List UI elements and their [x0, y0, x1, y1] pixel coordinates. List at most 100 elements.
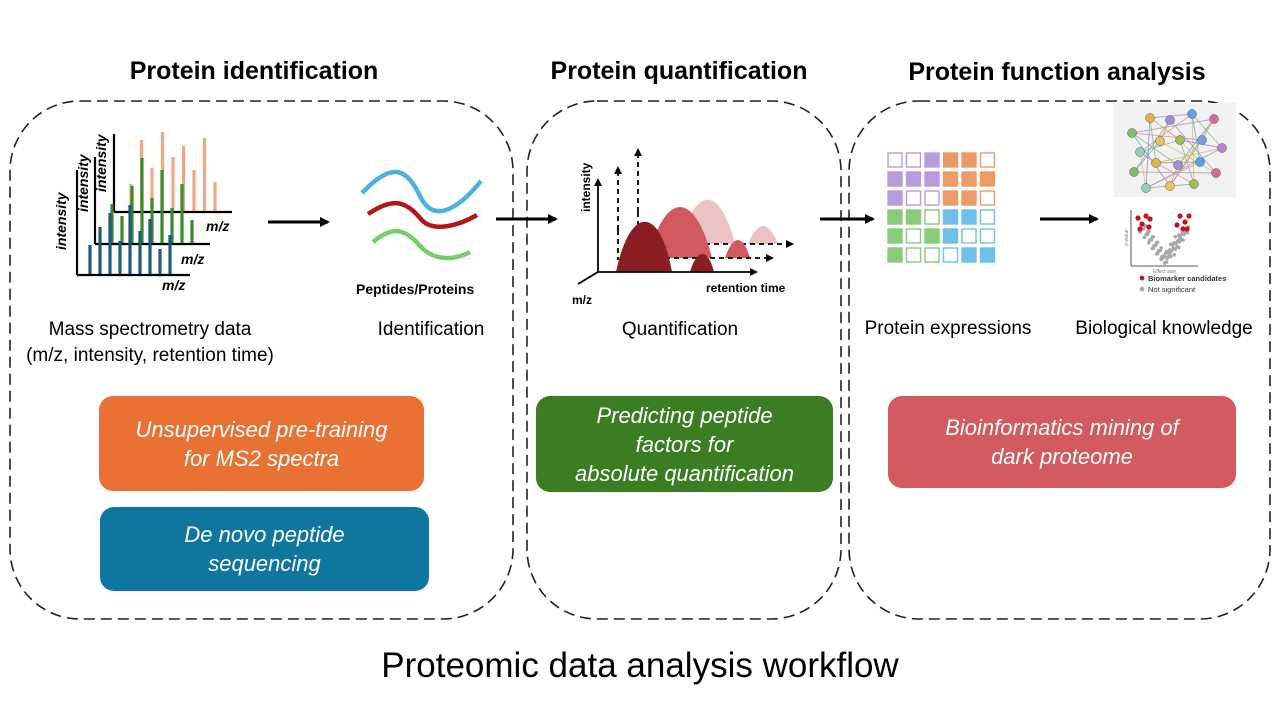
- task-line: factors for: [635, 431, 734, 457]
- stage-title-function: Protein function analysis: [908, 58, 1206, 86]
- protein-expression-grid: [887, 152, 996, 263]
- network-edge: [1145, 147, 1223, 189]
- ms-axis-label-mz-front: m/z: [162, 277, 185, 293]
- peak-mid-small: [725, 240, 750, 258]
- volcano-point-biomarker: [1143, 213, 1149, 219]
- network-node: [1165, 181, 1175, 191]
- quantification-illustration: intensity m/z retention time: [572, 148, 794, 307]
- task-de-novo-sequencing: De novo peptide sequencing: [100, 507, 429, 591]
- volcano-point-biomarker: [1180, 226, 1186, 232]
- peptide-curve-green: [371, 229, 472, 261]
- volcano-point-biomarker: [1137, 226, 1143, 232]
- task-line: dark proteome: [991, 444, 1133, 469]
- volcano-point-biomarker: [1186, 213, 1192, 219]
- expression-cell: [924, 171, 940, 187]
- volcano-point-not-significant: [1172, 253, 1177, 257]
- network-edge: [1133, 140, 1161, 173]
- peptides-proteins-label: Peptides/Proteins: [356, 281, 474, 297]
- spectrum-front: [88, 205, 172, 275]
- volcano-point-biomarker: [1177, 213, 1183, 219]
- volcano-point-biomarker: [1182, 219, 1188, 225]
- volcano-point-biomarker: [1174, 222, 1180, 228]
- network-edge: [1131, 132, 1203, 141]
- volcano-point-biomarker: [1147, 216, 1153, 222]
- peak-front-dark: [616, 221, 672, 272]
- caption-ms-data-line-1: Mass spectrometry data: [48, 319, 252, 340]
- volcano-point-not-significant: [1176, 233, 1181, 237]
- ms-spectra-illustration: intensity intensity intensity m/z m/z m/…: [53, 132, 232, 293]
- stage-box-quantification: [526, 100, 842, 620]
- protein-network-illustration: [1114, 103, 1236, 197]
- expression-cell: [924, 209, 940, 225]
- network-edge: [1159, 140, 1217, 174]
- expression-cell: [979, 247, 996, 263]
- volcano-point-not-significant: [1162, 261, 1167, 265]
- network-node: [1155, 136, 1165, 146]
- peptide-curve-red: [366, 200, 479, 229]
- volcano-point-not-significant: [1151, 246, 1155, 250]
- task-line: De novo peptide: [184, 522, 345, 547]
- network-node: [1141, 183, 1151, 193]
- expression-cell: [887, 190, 903, 206]
- volcano-x-label: Effect size: [1153, 269, 1176, 275]
- task-line: Bioinformatics mining of: [945, 415, 1179, 440]
- peptide-curves-illustration: Peptides/Proteins: [356, 169, 483, 297]
- expression-cell: [961, 190, 977, 206]
- expression-cell: [942, 152, 959, 168]
- volcano-point-not-significant: [1146, 232, 1150, 236]
- volcano-point-not-significant: [1141, 226, 1146, 231]
- volcano-point-not-significant: [1173, 235, 1177, 239]
- network-edge: [1131, 118, 1215, 134]
- volcano-point-biomarker: [1146, 224, 1152, 230]
- expression-cell: [924, 247, 940, 263]
- expression-cell: [979, 152, 996, 168]
- network-edge: [1177, 118, 1215, 166]
- volcano-point-not-significant: [1163, 255, 1168, 260]
- expression-cell: [887, 247, 903, 263]
- expression-cell: [905, 190, 922, 206]
- expression-cell: [924, 190, 940, 206]
- peak-front-dark-small: [690, 254, 714, 272]
- volcano-point-not-significant: [1171, 246, 1176, 251]
- stage-title-identification: Protein identification: [129, 57, 379, 85]
- network-node: [1197, 135, 1207, 145]
- network-node: [1211, 168, 1221, 178]
- expression-cell: [905, 228, 922, 244]
- stage-box-identification: [9, 100, 514, 620]
- legend-biomarker-candidates: Biomarker candidates: [1148, 274, 1226, 283]
- volcano-point-not-significant: [1151, 235, 1155, 239]
- network-node: [1135, 147, 1145, 157]
- volcano-point-not-significant: [1160, 257, 1164, 261]
- volcano-point-biomarker: [1184, 226, 1190, 232]
- caption-protein-expressions: Protein expressions: [864, 318, 1032, 339]
- volcano-point-not-significant: [1167, 253, 1171, 258]
- caption-biological-knowledge: Biological knowledge: [1075, 318, 1253, 339]
- volcano-point-not-significant: [1158, 248, 1163, 253]
- volcano-point-not-significant: [1155, 251, 1160, 256]
- stage-box-function: [848, 100, 1271, 620]
- network-edge: [1191, 113, 1201, 163]
- network-node: [1189, 179, 1199, 189]
- quant-axis-label-intensity: intensity: [579, 162, 593, 212]
- network-edge: [1149, 117, 1157, 164]
- expression-cell: [961, 152, 977, 168]
- stage-title-quantification: Protein quantification: [550, 57, 808, 85]
- task-line: absolute quantification: [575, 460, 794, 486]
- task-line: Unsupervised pre-training: [135, 416, 388, 442]
- network-node: [1127, 128, 1137, 138]
- network-node: [1195, 157, 1205, 167]
- caption-ms-data-line-2: (m/z, intensity, retention time): [26, 345, 274, 366]
- ms-axis-label-intensity-mid: intensity: [75, 153, 91, 212]
- volcano-point-not-significant: [1142, 235, 1147, 240]
- volcano-y-label: p-value: [1124, 229, 1130, 246]
- expression-cell: [979, 209, 996, 225]
- legend-not-significant: Not significant: [1148, 285, 1196, 294]
- network-node: [1187, 109, 1197, 119]
- expression-cell: [961, 228, 977, 244]
- network-edge: [1139, 139, 1181, 153]
- expression-cell: [961, 247, 977, 263]
- volcano-point-not-significant: [1147, 241, 1151, 245]
- ms-axis-label-mz-mid: m/z: [181, 251, 204, 267]
- peak-back-light-small: [748, 226, 778, 244]
- network-edge: [1145, 161, 1201, 189]
